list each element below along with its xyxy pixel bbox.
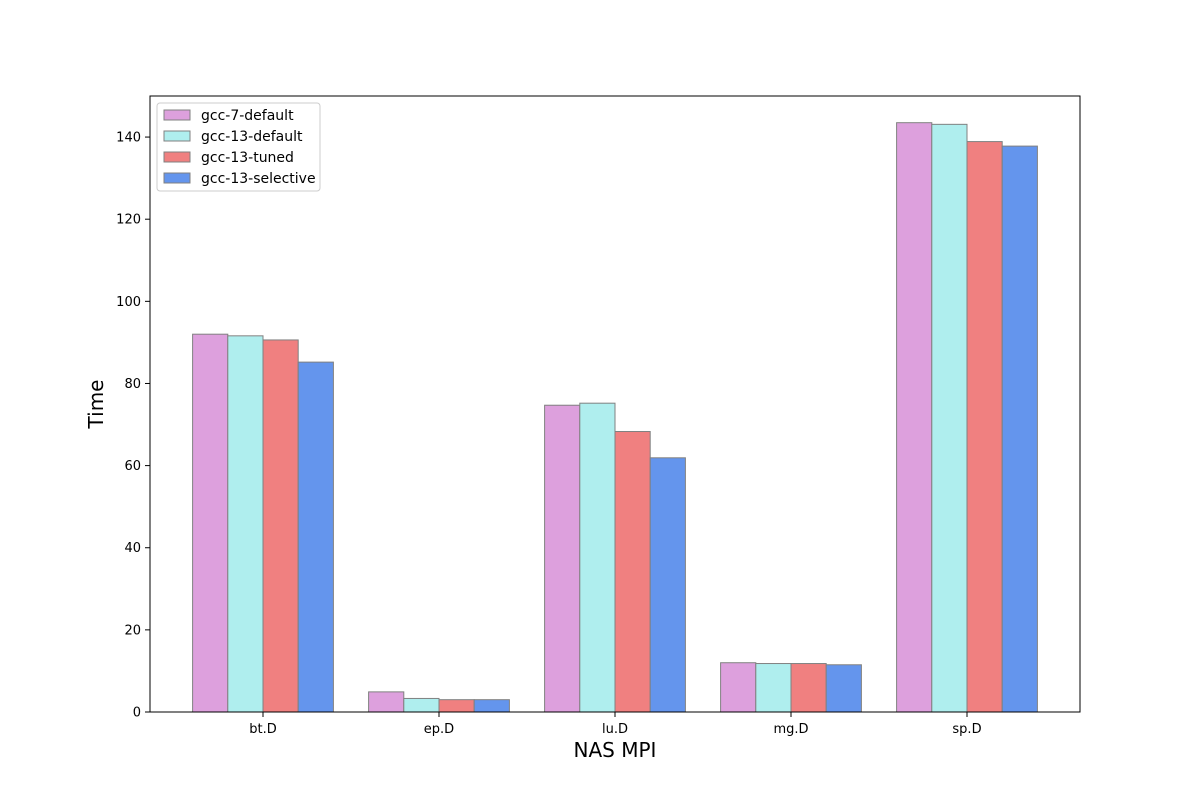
x-tick-label: mg.D bbox=[773, 722, 808, 737]
bar-gcc-13-default-sp.D bbox=[931, 123, 968, 713]
bar-gcc-13-tuned-sp.D bbox=[966, 141, 1003, 713]
x-axis: bt.D ep.D lu.D mg.D sp.D bbox=[249, 712, 982, 737]
bar-gcc-13-selective-ep.D bbox=[473, 699, 510, 713]
x-axis-title: NAS MPI bbox=[574, 738, 657, 762]
y-axis: 0 20 40 60 80 100 120 140 bbox=[116, 131, 150, 721]
y-axis-title: Time bbox=[84, 380, 108, 430]
bar-gcc-13-tuned-ep.D bbox=[438, 699, 475, 713]
bar-gcc-13-selective-mg.D bbox=[825, 664, 862, 713]
bar-gcc-13-tuned-bt.D bbox=[262, 339, 299, 713]
legend: gcc-7-default gcc-13-default gcc-13-tuned g… bbox=[156, 102, 321, 192]
x-tick-label: bt.D bbox=[249, 722, 277, 737]
y-tick-label: 40 bbox=[124, 541, 141, 556]
legend-swatch-gcc-13-default bbox=[163, 130, 191, 142]
bar-gcc-13-selective-lu.D bbox=[649, 457, 686, 713]
legend-label-gcc-13-tuned: gcc-13-tuned bbox=[201, 150, 294, 166]
bar-gcc-7-default-bt.D bbox=[192, 333, 229, 713]
y-tick-label: 100 bbox=[116, 295, 141, 310]
x-tick-label: ep.D bbox=[424, 722, 454, 737]
bar-gcc-7-default-sp.D bbox=[896, 122, 933, 713]
legend-swatch-gcc-13-tuned bbox=[163, 151, 191, 163]
y-tick-label: 0 bbox=[133, 706, 141, 721]
bar-gcc-7-default-lu.D bbox=[544, 404, 581, 713]
y-tick-label: 20 bbox=[124, 623, 141, 638]
legend-swatch-gcc-7-default bbox=[163, 109, 191, 121]
bars-layer bbox=[192, 122, 1038, 713]
legend-box bbox=[156, 102, 321, 192]
y-tick-label: 120 bbox=[116, 213, 141, 228]
legend-label-gcc-13-selective: gcc-13-selective bbox=[201, 171, 316, 187]
bar-gcc-7-default-mg.D bbox=[720, 662, 757, 713]
y-tick-label: 80 bbox=[124, 377, 141, 392]
bar-gcc-13-selective-sp.D bbox=[1001, 145, 1038, 713]
bar-gcc-13-default-mg.D bbox=[755, 663, 792, 713]
bar-gcc-13-tuned-mg.D bbox=[790, 663, 827, 713]
x-tick-label: lu.D bbox=[602, 722, 628, 737]
bar-gcc-13-default-ep.D bbox=[403, 697, 440, 713]
x-tick-label: sp.D bbox=[952, 722, 981, 737]
legend-label-gcc-7-default: gcc-7-default bbox=[201, 108, 294, 124]
y-tick-label: 140 bbox=[116, 131, 141, 146]
bar-gcc-13-default-lu.D bbox=[579, 402, 616, 713]
y-tick-label: 60 bbox=[124, 459, 141, 474]
bar-gcc-13-selective-bt.D bbox=[297, 361, 334, 713]
legend-label-gcc-13-default: gcc-13-default bbox=[201, 129, 303, 145]
bar-gcc-7-default-ep.D bbox=[368, 691, 405, 713]
bar-gcc-13-tuned-lu.D bbox=[614, 431, 651, 713]
legend-swatch-gcc-13-selective bbox=[163, 172, 191, 184]
bar-gcc-13-default-bt.D bbox=[227, 335, 264, 713]
